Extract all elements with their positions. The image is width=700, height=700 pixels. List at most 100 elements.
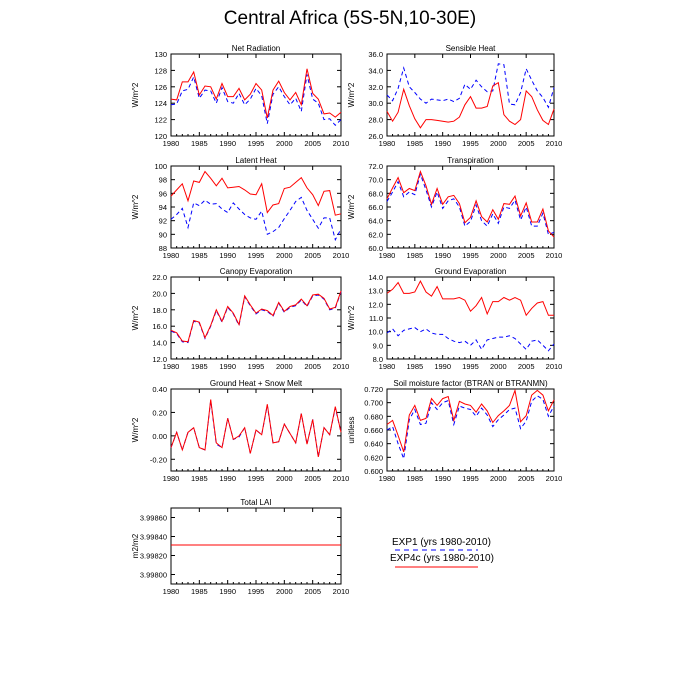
y-tick-label: 126 (154, 83, 167, 92)
chart-panel-2: Sensible Heat W/m^2 1980 1985 1990 1995 2000 20… (347, 44, 562, 148)
y-tick-label: 11.0 (369, 314, 383, 323)
y-axis-label: W/m^2 (131, 417, 140, 442)
x-tick-label: 2000 (490, 474, 507, 483)
x-tick-label: 1980 (163, 251, 180, 260)
x-tick-label: 2010 (333, 362, 350, 371)
chart-panel-1: Net Radiation W/m^2 1980 1985 1990 1995 2000 20… (131, 44, 349, 148)
chart-title: Transpiration (447, 156, 493, 165)
chart-title: Ground Evaporation (435, 267, 507, 276)
plot-frame (170, 276, 342, 360)
y-tick-label: 13.0 (368, 287, 383, 296)
chart-title: Ground Heat + Snow Melt (210, 379, 303, 388)
y-tick-label: -0.20 (150, 455, 167, 464)
y-axis-label: unitless (347, 416, 356, 443)
page-title: Central Africa (5S-5N,10-30E) (223, 8, 477, 29)
x-tick-label: 1985 (191, 362, 208, 371)
x-tick-label: 2010 (546, 139, 563, 148)
y-tick-label: 124 (154, 99, 167, 108)
y-tick-label: 0.720 (364, 385, 383, 394)
x-tick-label: 2005 (304, 474, 321, 483)
chart-title: Soil moisture factor (BTRAN or BTRANMN) (393, 379, 548, 388)
series-line-exp4c (170, 170, 342, 216)
plot-frame (386, 276, 555, 360)
y-tick-label: 10.0 (368, 328, 383, 337)
y-tick-label: 14.0 (152, 339, 167, 348)
plot-frame (386, 165, 555, 249)
y-tick-label: 68.0 (368, 189, 383, 198)
series-line-exp4c (170, 399, 342, 457)
y-tick-label: 8.0 (373, 355, 383, 364)
x-tick-label: 1990 (219, 139, 236, 148)
x-tick-label: 1980 (379, 474, 396, 483)
y-tick-label: 26.0 (368, 132, 383, 141)
x-tick-label: 1995 (462, 139, 479, 148)
x-tick-label: 2010 (333, 251, 350, 260)
y-tick-label: 0.20 (152, 408, 167, 417)
x-tick-label: 1985 (191, 474, 208, 483)
x-tick-label: 2000 (276, 587, 293, 596)
x-tick-label: 2005 (518, 139, 535, 148)
y-tick-label: 3.99820 (140, 552, 167, 561)
x-tick-label: 2000 (276, 139, 293, 148)
y-tick-label: 12.0 (368, 300, 383, 309)
chart-panel-7: Ground Heat + Snow Melt W/m^2 1980 1985 1990… (131, 379, 349, 483)
y-axis-label: W/m^2 (347, 194, 356, 219)
x-tick-label: 2010 (546, 362, 563, 371)
y-tick-label: 100 (154, 162, 167, 171)
y-tick-label: 122 (154, 116, 167, 125)
y-tick-label: 66.0 (368, 203, 383, 212)
plot-frame (170, 507, 342, 585)
x-tick-label: 2010 (546, 251, 563, 260)
plot-frame (386, 388, 555, 472)
x-tick-label: 1980 (163, 587, 180, 596)
y-tick-label: 3.99840 (140, 533, 167, 542)
x-tick-label: 2010 (546, 474, 563, 483)
x-tick-label: 2010 (333, 474, 350, 483)
x-tick-label: 1995 (462, 474, 479, 483)
x-tick-label: 2005 (304, 251, 321, 260)
x-tick-label: 1990 (434, 251, 451, 260)
y-tick-label: 30.0 (368, 99, 383, 108)
x-tick-label: 2005 (518, 474, 535, 483)
y-tick-label: 0.40 (152, 385, 167, 394)
legend-label-exp1: EXP1 (yrs 1980-2010) (392, 537, 491, 548)
x-tick-label: 1985 (191, 139, 208, 148)
y-tick-label: 128 (154, 66, 167, 75)
y-tick-label: 98 (159, 176, 167, 185)
x-tick-label: 2000 (276, 362, 293, 371)
y-tick-label: 88 (159, 244, 167, 253)
y-tick-label: 96 (159, 189, 167, 198)
series-line-exp1 (170, 291, 342, 344)
x-tick-label: 2000 (490, 362, 507, 371)
y-tick-label: 0.620 (364, 453, 383, 462)
x-tick-label: 2010 (333, 587, 350, 596)
x-tick-label: 1995 (248, 587, 265, 596)
y-tick-label: 130 (154, 50, 167, 59)
y-tick-label: 22.0 (152, 273, 167, 282)
legend: EXP1 (yrs 1980-2010) EXP4c (yrs 1980-201… (390, 537, 494, 568)
y-tick-label: 62.0 (368, 230, 383, 239)
y-tick-label: 3.99860 (140, 514, 167, 523)
x-tick-label: 2000 (276, 474, 293, 483)
x-tick-label: 1980 (379, 251, 396, 260)
x-tick-label: 1985 (191, 587, 208, 596)
x-tick-label: 1995 (248, 139, 265, 148)
x-tick-label: 2005 (304, 139, 321, 148)
x-tick-label: 2005 (518, 362, 535, 371)
chart-panel-5: Canopy Evaporation W/m^2 1980 1985 1990 1995 2… (131, 267, 349, 371)
series-line-exp4c (386, 388, 555, 453)
x-tick-label: 1980 (379, 139, 396, 148)
x-tick-label: 1985 (406, 139, 423, 148)
x-tick-label: 1990 (434, 474, 451, 483)
y-tick-label: 32.0 (368, 83, 383, 92)
series-line-exp1 (386, 395, 555, 459)
x-tick-label: 1990 (219, 587, 236, 596)
x-tick-label: 1990 (219, 362, 236, 371)
y-tick-label: 18.0 (152, 306, 167, 315)
series-line-exp1 (170, 196, 342, 242)
y-axis-label: W/m^2 (131, 82, 140, 107)
chart-panel-9: Total LAI m2/m2 1980 1985 1990 1995 2000 2005 20… (131, 498, 349, 596)
y-tick-label: 34.0 (368, 66, 383, 75)
x-tick-label: 1980 (163, 474, 180, 483)
